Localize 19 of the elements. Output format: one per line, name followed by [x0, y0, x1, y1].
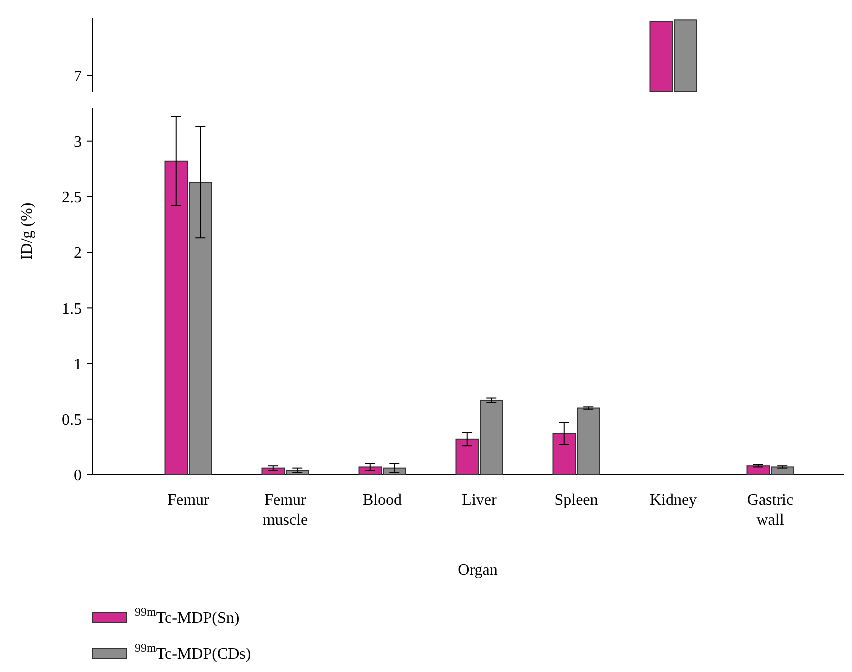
legend-label: $^{99m}$Tc-MDP(Sn)	[135, 605, 240, 627]
y-tick-label: 3	[74, 134, 82, 151]
y-tick-label: 0.5	[62, 412, 82, 429]
x-tick-label: Femur	[168, 492, 210, 509]
x-axis-title: Organ	[458, 562, 498, 579]
x-tick-label: Liver	[462, 492, 498, 509]
legend-label: $^{99m}$Tc-MDP(CDs)	[135, 641, 252, 663]
y-tick-label: 1	[74, 356, 82, 374]
x-tick-label: Kidney	[650, 492, 698, 509]
y-tick-label: 0	[74, 468, 82, 485]
x-tick-label: Spleen	[554, 492, 598, 509]
text: 7	[74, 68, 82, 86]
x-tick-label: Femur muscle	[262, 492, 308, 529]
x-tick-label: Gastric wall	[747, 492, 794, 529]
y-axis-title: ID/g (%)	[19, 202, 36, 260]
x-tick-label: Blood	[362, 492, 402, 509]
y-tick-label: 2.5	[62, 190, 82, 207]
y-tick-label: 2	[74, 245, 82, 262]
y-tick-label: 1.5	[62, 300, 82, 318]
